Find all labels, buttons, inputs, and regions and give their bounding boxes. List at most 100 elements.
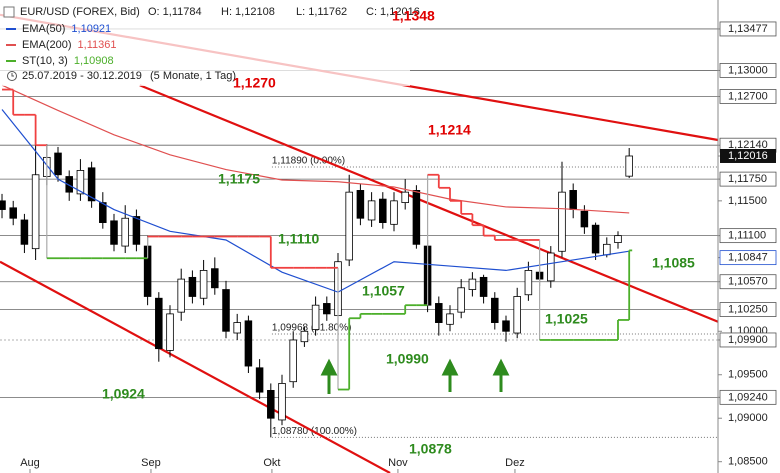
candle-body [603, 243, 611, 256]
annotation: 1,1348 [392, 8, 435, 24]
candle-body [323, 303, 331, 315]
candle-body [367, 200, 376, 221]
y-tick-label: 1,13477 [728, 23, 768, 35]
candle-body [379, 198, 387, 223]
candle-body [580, 210, 589, 228]
y-tick-label: 1,09000 [728, 412, 768, 424]
clock-icon [7, 71, 17, 81]
candle-body [222, 289, 230, 332]
candle-body [155, 297, 163, 350]
legend-value: 1,11361 [78, 39, 117, 51]
candle-body [255, 367, 264, 393]
candle-body [547, 252, 555, 282]
y-tick-label: 1,10847 [728, 252, 768, 264]
candle-body [132, 216, 141, 245]
candle-body [390, 200, 398, 225]
annotation: 1,1025 [545, 311, 588, 327]
legend-background [0, 2, 410, 86]
candle-body [502, 320, 510, 332]
y-tick-label: 1,09240 [728, 391, 768, 403]
x-tick-label: Nov [388, 457, 408, 469]
arrow-up [441, 358, 459, 392]
candle-body [20, 219, 29, 245]
candle-body [401, 191, 409, 203]
candle-body [491, 297, 499, 323]
symbol: EUR/USD (FOREX, Bid) [20, 6, 140, 18]
candle-body [311, 304, 320, 330]
candle-body [211, 268, 219, 289]
candle-body [233, 322, 241, 334]
candle-body [166, 313, 174, 351]
indicator-line [1, 84, 630, 214]
candle-body [0, 200, 6, 210]
overlay: EUR/USD (FOREX, Bid) O: 1,11784 H: 1,121… [0, 2, 695, 457]
y-tick-label: 1,11100 [728, 230, 766, 242]
candle-body [289, 339, 297, 383]
candle-body [99, 202, 107, 223]
legend-label: EMA(50) [22, 23, 65, 35]
period-span: (5 Monate, 1 Tag) [150, 70, 236, 82]
x-tick-label: Okt [263, 457, 280, 469]
fib-label: 1,09968 (61.80%) [272, 323, 352, 334]
candle-body [300, 330, 309, 343]
level-box [719, 302, 777, 317]
candle-body [614, 235, 622, 243]
candle-body [468, 278, 477, 290]
candle-body [591, 224, 600, 254]
candle-body [65, 176, 73, 193]
y-tick-label: 1,12016 [728, 150, 768, 162]
candle-body [278, 383, 286, 421]
legend-value: 1,10908 [74, 55, 114, 67]
candle-body [625, 155, 633, 177]
level-box [719, 171, 777, 187]
ohlc-close: C: 1,12016 [366, 6, 420, 18]
candle-body [188, 276, 197, 297]
legend-label: EMA(200) [22, 39, 72, 51]
legend-value: 1,10921 [71, 23, 111, 35]
annotation: 1,1085 [652, 255, 695, 271]
indicator-line [1, 109, 630, 293]
price-box [720, 148, 776, 163]
candle-body [244, 320, 253, 367]
y-tick-label: 1,08500 [728, 456, 768, 468]
candle-body [435, 303, 443, 323]
level-box [719, 389, 777, 405]
arrow-up [320, 358, 338, 394]
level-box [719, 21, 777, 37]
y-tick-label: 1,10250 [728, 303, 768, 315]
candle-body [54, 152, 62, 176]
level-box [719, 274, 777, 290]
candle-body [76, 170, 85, 195]
candle-body [457, 287, 465, 313]
candle-body [121, 217, 129, 247]
y-tick-label: 1,12700 [728, 90, 768, 102]
candle-body [267, 389, 275, 419]
arrow-up [492, 358, 510, 392]
annotation: 1,1175 [218, 171, 260, 187]
annotation: 1,1110 [278, 231, 319, 247]
fib-label: 1,11890 (0.00%) [272, 156, 345, 167]
clock-hand [11, 73, 14, 77]
symbol-icon [3, 6, 15, 18]
y-tick-label: 1,12140 [728, 139, 768, 151]
candle-body [87, 167, 96, 202]
candle-body [110, 220, 118, 245]
annotation: 1,0924 [102, 386, 145, 402]
level-box [719, 250, 777, 266]
annotation: 1,0990 [386, 351, 429, 367]
candle-body [513, 296, 521, 334]
level-box [719, 228, 777, 244]
candle-body [412, 190, 421, 245]
annotation: 1,1270 [233, 75, 276, 91]
candle-body [558, 191, 566, 252]
x-tick-label: Dez [505, 457, 525, 469]
candle-body [199, 270, 208, 299]
annotation: 1,1214 [428, 122, 471, 138]
level-box [719, 332, 777, 348]
legend-label: ST(10, 3) [22, 55, 68, 67]
ohlc-open: O: 1,11784 [148, 6, 202, 18]
candle-body [9, 207, 17, 219]
ohlc-high: H: 1,12108 [221, 6, 275, 18]
x-tick-label: Aug [20, 457, 40, 469]
